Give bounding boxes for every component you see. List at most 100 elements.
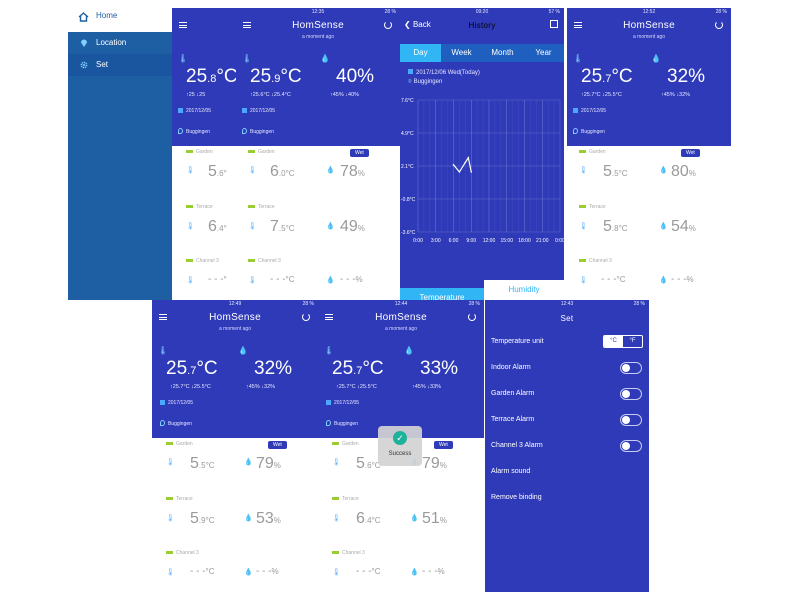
- thermometer-icon: 🌡: [332, 569, 341, 576]
- indoor-temp-a: 25.8°C: [186, 66, 236, 87]
- history-location: ⌾ Buggingen: [408, 79, 443, 85]
- garden-label-a: Garden: [186, 149, 213, 155]
- garden-temp: 5.5°C: [603, 163, 628, 180]
- battery-icon: [166, 497, 173, 500]
- channel3-temp: - - -°C: [356, 566, 381, 577]
- calendar-icon: [573, 108, 578, 113]
- location-pin-icon: [160, 420, 165, 426]
- battery-icon: [332, 442, 339, 445]
- terrace-temp: 5.8°C: [603, 218, 628, 235]
- tab-humidity[interactable]: Humidity: [484, 280, 564, 300]
- app-title: HomSense: [623, 20, 675, 31]
- temperature-data-point: [470, 171, 473, 173]
- menu-icon[interactable]: [325, 314, 333, 320]
- humidity-drop-icon: 💧: [651, 54, 661, 63]
- unit-celsius-option[interactable]: °C: [604, 336, 623, 347]
- status-battery: 28 %: [468, 301, 480, 307]
- refresh-icon[interactable]: [715, 21, 723, 29]
- back-button[interactable]: ❮ Back: [404, 20, 431, 29]
- channel3-temp: - - -°C: [270, 274, 295, 285]
- y-tick-label: 4.9°C: [401, 131, 414, 137]
- calendar-icon: [160, 400, 165, 405]
- terrace-alarm-toggle[interactable]: [620, 414, 642, 426]
- refresh-icon[interactable]: [468, 313, 476, 321]
- status-battery: 28 %: [715, 9, 727, 15]
- tab-day[interactable]: Day: [400, 44, 441, 62]
- humidity-drop-icon: 💧: [244, 459, 253, 466]
- screen-main-e: 12:49 28 % HomSense a moment ago 🌡 💧 25.7…: [152, 300, 318, 592]
- menu-set-label: Set: [96, 60, 109, 69]
- humidity-drop-icon: 💧: [404, 346, 414, 355]
- alarm-sound-item[interactable]: Alarm sound: [491, 468, 531, 475]
- x-tick-label: 0:00: [413, 238, 423, 244]
- humidity-drop-icon: 💧: [326, 223, 335, 230]
- calendar-icon[interactable]: [550, 20, 558, 28]
- range-tabs: Day Week Month Year: [400, 44, 564, 62]
- screen-settings: 12:43 28 % Set Temperature unit °C °F Ind…: [485, 300, 649, 592]
- menu-icon[interactable]: [179, 22, 187, 28]
- unit-fahrenheit-option[interactable]: °F: [629, 338, 636, 344]
- channel3-humidity: - - -%: [671, 274, 694, 285]
- status-battery: 28 %: [633, 301, 645, 307]
- refresh-icon[interactable]: [302, 313, 310, 321]
- history-date: 2017/12/06 Wed(Today): [408, 69, 480, 76]
- x-tick-label: 21:00: [536, 238, 549, 244]
- indoor-alarm-toggle[interactable]: [620, 362, 642, 374]
- success-text: Success: [388, 451, 412, 457]
- garden-humidity: 80%: [671, 163, 696, 180]
- menu-icon[interactable]: [159, 314, 167, 320]
- header-e: 12:49 28 % HomSense a moment ago 🌡 💧 25.7…: [152, 300, 318, 438]
- battery-icon: [579, 259, 586, 262]
- status-time: 12:49: [228, 301, 242, 307]
- menu-icon[interactable]: [243, 22, 251, 28]
- garden-alarm-toggle[interactable]: [620, 388, 642, 400]
- updated-text: a moment ago: [385, 326, 417, 332]
- remove-binding-item[interactable]: Remove binding: [491, 494, 542, 501]
- terrace-label: Terrace: [166, 496, 193, 502]
- header-d: 12:52 28 % HomSense a moment ago 🌡 💧 25.7…: [567, 8, 731, 146]
- thermometer-icon: 🌡: [242, 54, 253, 63]
- thermometer-icon: 🌡: [186, 167, 195, 174]
- header-a: 🌡 25.8°C ↑25 ↓25 2017/12/05 Buggingen: [172, 8, 236, 146]
- indoor-temp: 25.7°C: [581, 66, 633, 87]
- temp-minmax: ↑25.7°C ↓25.5°C: [336, 384, 377, 390]
- thermometer-icon: 🌡: [579, 277, 588, 284]
- location: Buggingen: [573, 128, 605, 135]
- menu-icon[interactable]: [574, 22, 582, 28]
- channel3-alarm-toggle[interactable]: [620, 440, 642, 452]
- indoor-humidity: 40%: [336, 66, 375, 87]
- garden-temp-a: 5.6°: [208, 163, 227, 180]
- channel3-humidity: - - -%: [340, 274, 363, 285]
- thermometer-icon: 🌡: [332, 459, 341, 466]
- status-time: 12:43: [560, 301, 574, 307]
- tab-year[interactable]: Year: [535, 48, 552, 57]
- menu-item-location[interactable]: Location: [68, 32, 174, 54]
- battery-icon: [248, 205, 255, 208]
- x-tick-label: 9:00: [466, 238, 476, 244]
- location-pin-icon: [573, 128, 578, 134]
- wet-badge: Wet: [350, 149, 369, 157]
- temp-unit-toggle[interactable]: °C °F: [603, 335, 643, 348]
- tab-temperature[interactable]: Temperature: [400, 288, 484, 300]
- indoor-humidity: 32%: [667, 66, 706, 87]
- channel3-alarm-label: Channel 3 Alarm: [491, 442, 543, 449]
- success-toast: ✓ Success: [378, 426, 422, 466]
- hum-minmax: ↑45% ↓32%: [246, 384, 276, 390]
- tab-week[interactable]: Week: [451, 48, 472, 57]
- indoor-humidity: 32%: [254, 358, 293, 379]
- location: Buggingen: [326, 420, 358, 427]
- temperature-history-chart: 0:00 3:00 6:00 9:00 12:00 15:00 18:00 21:00 0:00…: [401, 98, 564, 244]
- refresh-icon[interactable]: [384, 21, 392, 29]
- terrace-temp-a: 6.4°: [208, 218, 227, 235]
- terrace-humidity: 53%: [256, 510, 281, 527]
- thermometer-icon: 🌡: [186, 223, 195, 230]
- side-menu: Home Location Set: [68, 0, 174, 300]
- thermometer-icon: 🌡: [332, 515, 341, 522]
- tab-month[interactable]: Month: [491, 48, 514, 57]
- terrace-temp: 6.4°C: [356, 510, 381, 527]
- date: 2017/12/05: [326, 400, 359, 406]
- channel3-label: Channel 3: [248, 258, 281, 264]
- location-pin-icon: [81, 39, 87, 47]
- menu-item-set[interactable]: Set: [68, 54, 174, 76]
- menu-item-home[interactable]: Home: [68, 0, 174, 32]
